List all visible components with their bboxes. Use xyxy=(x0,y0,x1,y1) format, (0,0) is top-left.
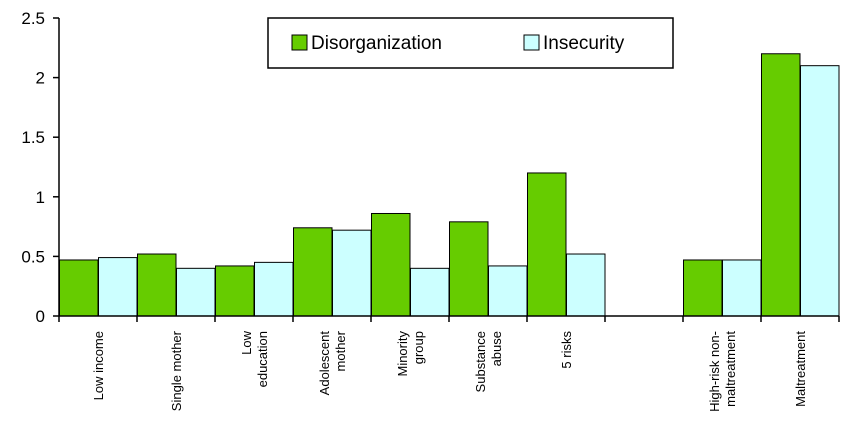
bar-disorganization-maltreatment xyxy=(761,53,801,317)
legend-swatch-disorganization xyxy=(291,34,308,51)
x-label-high-risk-non-maltreatment-1: maltreatment xyxy=(723,331,738,407)
bar-insecurity-substance-abuse xyxy=(488,265,528,317)
x-label-minority-group-0: Minority xyxy=(395,331,410,377)
bar-insecurity-5-risks xyxy=(566,253,606,317)
x-label-adolescent-mother-1: mother xyxy=(333,330,348,371)
x-label-low-education-1: education xyxy=(255,331,270,387)
y-tick-label-2-5: 2.5 xyxy=(21,9,45,28)
bar-disorganization-minority-group xyxy=(371,212,411,317)
bar-insecurity-adolescent-mother xyxy=(332,229,372,317)
x-label-low-education-0: Low xyxy=(239,330,254,354)
bar-disorganization-single-mother xyxy=(137,253,177,317)
x-label-minority-group-1: group xyxy=(411,331,426,364)
x-label-single-mother-0: Single mother xyxy=(169,330,184,411)
legend-label-disorganization: Disorganization xyxy=(311,33,442,54)
bar-insecurity-single-mother xyxy=(176,267,216,317)
bar-disorganization-adolescent-mother xyxy=(293,227,333,317)
bar-insecurity-low-income xyxy=(98,257,138,317)
y-tick-label-1: 1 xyxy=(36,188,45,207)
x-label-maltreatment-0: Maltreatment xyxy=(793,331,808,407)
y-tick-label-1-5: 1.5 xyxy=(21,128,45,147)
x-label-substance-abuse-1: abuse xyxy=(489,331,504,366)
bars-layer xyxy=(59,53,840,317)
axes-layer xyxy=(53,17,840,322)
bar-disorganization-low-education xyxy=(215,265,255,317)
y-tick-labels: 0 0.5 1 1.5 2 2.5 xyxy=(21,9,45,326)
legend-box xyxy=(267,17,674,69)
bar-disorganization-high-risk-non-maltreatment xyxy=(683,259,723,317)
bar-disorganization-substance-abuse xyxy=(449,221,489,317)
bar-insecurity-maltreatment xyxy=(800,65,840,317)
x-label-adolescent-mother-0: Adolescent xyxy=(317,331,332,396)
x-label-5-risks-0: 5 risks xyxy=(559,331,574,369)
bar-insecurity-minority-group xyxy=(410,267,450,317)
x-label-substance-abuse-0: Substance xyxy=(473,331,488,392)
bar-disorganization-low-income xyxy=(59,259,99,317)
y-tick-label-0-5: 0.5 xyxy=(21,247,45,266)
x-label-high-risk-non-maltreatment-0: High-risk non- xyxy=(707,331,722,412)
y-tick-label-2: 2 xyxy=(36,69,45,88)
legend-swatch-insecurity xyxy=(523,34,540,51)
bar-insecurity-low-education xyxy=(254,261,294,317)
x-category-labels: Low income Single mother Low education Adole… xyxy=(91,330,808,412)
y-tick-label-0: 0 xyxy=(36,307,45,326)
bar-insecurity-high-risk-non-maltreatment xyxy=(722,259,762,317)
legend-label-insecurity: Insecurity xyxy=(543,33,625,54)
legend: Disorganization Insecurity xyxy=(267,17,674,69)
x-label-low-income-0: Low income xyxy=(91,331,106,400)
bar-disorganization-5-risks xyxy=(527,172,567,317)
